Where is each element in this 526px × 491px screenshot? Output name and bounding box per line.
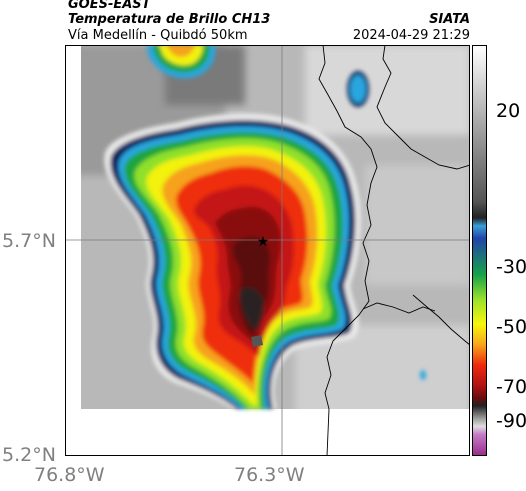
graticule bbox=[65, 45, 470, 456]
colorbar-tick-minus90: -90 bbox=[496, 410, 526, 432]
lon-tick-76-3: 76.3°W bbox=[234, 464, 305, 486]
colorbar-tick-minus30: -30 bbox=[496, 256, 526, 278]
colorbar-tick-minus70: -70 bbox=[496, 376, 526, 398]
top-cloud bbox=[147, 45, 216, 79]
map-frame bbox=[65, 45, 470, 456]
product-title: Temperatura de Brillo CH13 bbox=[68, 12, 271, 27]
organization-label: SIATA bbox=[429, 12, 470, 27]
coastline bbox=[318, 45, 470, 456]
brightness-temperature-map: ★ bbox=[65, 45, 470, 456]
small-cell-right bbox=[347, 71, 426, 380]
colorbar-tick-minus50: -50 bbox=[496, 316, 526, 338]
lat-tick-5-7: 5.7°N bbox=[2, 230, 56, 252]
star-icon: ★ bbox=[257, 234, 270, 250]
satellite-title: GOES-EAST bbox=[68, 0, 151, 12]
lat-tick-5-2: 5.2°N bbox=[2, 444, 56, 466]
colorbar-tick-20: 20 bbox=[496, 100, 521, 122]
lon-tick-76-8: 76.8°W bbox=[34, 464, 105, 486]
colorbar bbox=[472, 45, 487, 456]
datetime-label: 2024-04-29 21:29 bbox=[352, 28, 470, 43]
convective-cloud bbox=[104, 113, 362, 410]
route-subtitle: Vía Medellín - Quibdó 50km bbox=[68, 28, 248, 43]
